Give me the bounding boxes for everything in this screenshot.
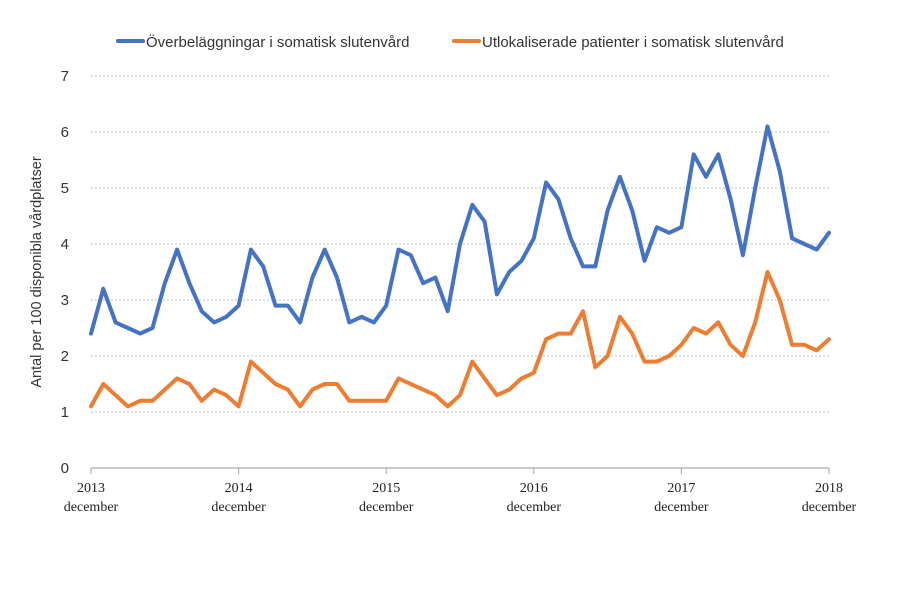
axes: 0 1 2 3 4 5 6 7 2013 december 2014 december 2015 dece… [61, 68, 857, 515]
x-tick-label-month: december [654, 500, 709, 515]
series-lines [89, 124, 831, 409]
x-tick-label-month: december [802, 500, 857, 515]
x-tick-label-year: 2018 [815, 481, 843, 496]
x-tick-label-month: december [359, 500, 414, 515]
y-tick-label: 4 [61, 236, 69, 253]
y-axis-label: Antal per 100 disponibla vårdplatser [29, 156, 45, 388]
x-tick-label-year: 2014 [225, 481, 253, 496]
legend: Överbeläggningar i somatisk slutenvård U… [116, 33, 784, 51]
x-tick-label-month: december [507, 500, 562, 515]
y-tick-label: 6 [61, 124, 69, 141]
x-tick-label-year: 2015 [372, 481, 400, 496]
y-tick-label: 7 [61, 68, 69, 85]
series-line-1 [89, 124, 831, 336]
x-tick-label-year: 2016 [520, 481, 548, 496]
x-tick-label-year: 2017 [667, 481, 695, 496]
series-line-2 [89, 270, 831, 409]
y-tick-label: 5 [61, 180, 69, 197]
y-tick-label: 1 [61, 404, 69, 421]
y-tick-label: 3 [61, 292, 69, 309]
x-tick-label-month: december [211, 500, 266, 515]
legend-label-series-2: Utlokaliserade patienter i somatisk slut… [482, 34, 784, 51]
y-tick-label: 0 [61, 460, 69, 477]
y-tick-label: 2 [61, 348, 69, 365]
legend-label-series-1: Överbeläggningar i somatisk slutenvård [146, 33, 409, 51]
x-tick-label-year: 2013 [77, 481, 105, 496]
x-tick-label-month: december [64, 500, 119, 515]
